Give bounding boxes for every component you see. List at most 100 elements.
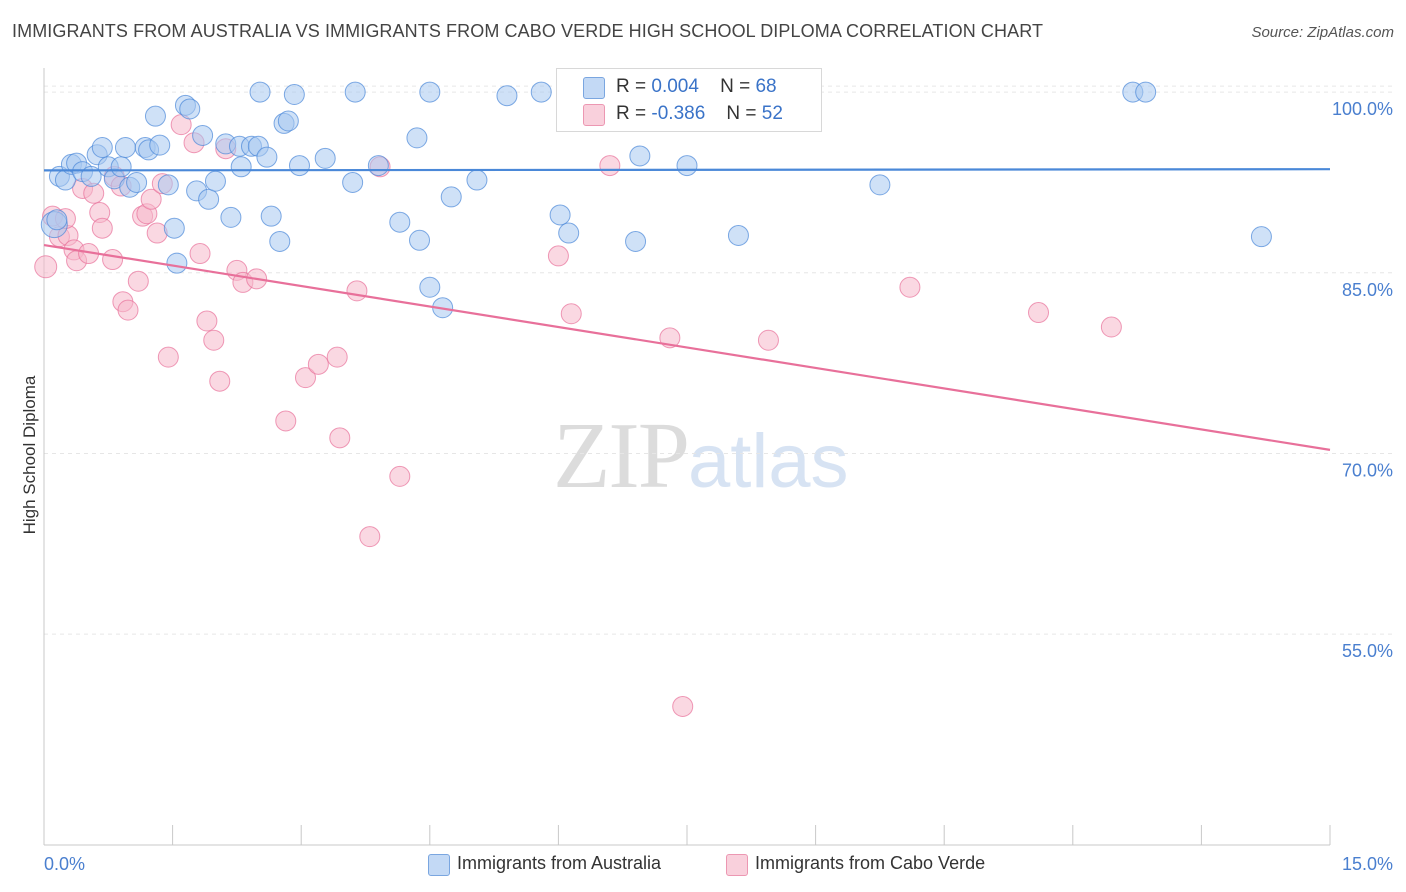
y-tick-labels: 55.0% 70.0% 85.0% 100.0% [1332,99,1393,661]
point-australia [1250,226,1272,248]
point-australia [269,230,291,252]
point-cabo-verde [203,329,225,351]
point-australia [249,81,271,103]
point-australia [288,155,310,177]
point-cabo-verde [672,695,694,717]
point-australia [367,155,389,177]
point-australia [114,137,136,159]
series-australia [40,81,1272,319]
point-australia [314,147,336,169]
point-cabo-verde [294,367,316,389]
point-cabo-verde [326,346,348,368]
axes [43,68,1330,846]
point-cabo-verde [196,310,218,332]
legend-swatch-cabo-verde [726,854,748,876]
stats-n-label: N = [720,76,751,97]
point-australia [676,155,698,177]
point-australia [727,224,749,246]
stats-n-value: 52 [761,103,783,124]
point-cabo-verde [389,465,411,487]
stats-swatch-cabo-verde [583,104,605,126]
point-australia [149,134,171,156]
point-australia [198,188,220,210]
point-australia [344,81,366,103]
point-australia [283,84,305,106]
point-australia [260,205,282,227]
series-cabo-verde [34,114,1122,717]
stats-n-value: 68 [755,76,777,97]
legend-swatch-australia [428,854,450,876]
point-australia [466,169,488,191]
point-cabo-verde [1028,302,1050,324]
point-cabo-verde [560,303,582,325]
point-australia [629,145,651,167]
point-australia [406,127,428,149]
point-cabo-verde [346,280,368,302]
point-australia [530,81,552,103]
point-australia [110,156,132,178]
legend-label-australia: Immigrants from Australia [457,853,662,873]
stats-r-label: R = [616,76,647,97]
stats-r-value: 0.004 [651,76,699,97]
point-cabo-verde [1100,316,1122,338]
y-tick-label: 55.0% [1342,641,1393,661]
point-australia [230,156,252,178]
point-cabo-verde [34,255,58,279]
x-tick-label-min: 0.0% [44,854,85,874]
point-cabo-verde [307,353,329,375]
point-australia [625,230,647,252]
point-australia [419,276,441,298]
point-australia [496,85,518,107]
trend-line-cabo-verde [43,243,1331,451]
point-australia [419,81,441,103]
point-australia [342,171,364,193]
point-cabo-verde [127,270,149,292]
point-australia [126,171,148,193]
point-australia [157,174,179,196]
point-australia [256,146,278,168]
y-tick-label: 100.0% [1332,99,1393,119]
point-australia [179,98,201,120]
watermark-zip: ZIP [553,404,690,508]
point-cabo-verde [599,155,621,177]
stats-r-value: -0.386 [651,103,706,124]
point-cabo-verde [275,410,297,432]
stats-swatch-australia [583,77,605,99]
point-cabo-verde [899,276,921,298]
point-australia [1135,81,1157,103]
point-cabo-verde [757,329,779,351]
point-australia [192,124,214,146]
x-tick-label-max: 15.0% [1342,854,1393,874]
point-australia [549,204,571,226]
point-australia [166,252,188,274]
chart-title: IMMIGRANTS FROM AUSTRALIA VS IMMIGRANTS … [12,21,1044,41]
point-australia [277,110,299,132]
stats-r-label: R = [616,103,647,124]
point-australia [144,105,166,127]
point-cabo-verde [117,299,139,321]
point-australia [869,174,891,196]
point-cabo-verde [209,370,231,392]
point-australia [204,170,226,192]
source-label: Source: ZipAtlas.com [1251,24,1394,41]
point-australia [163,217,185,239]
point-australia [558,222,580,244]
y-tick-label: 85.0% [1342,280,1393,300]
watermark-atlas: atlas [688,419,849,504]
y-tick-label: 70.0% [1342,460,1393,480]
trend-lines [43,168,1331,451]
watermark: ZIPatlas [553,402,849,510]
point-australia [409,229,431,251]
point-cabo-verde [189,243,211,265]
point-cabo-verde [102,249,124,271]
point-cabo-verde [329,427,351,449]
point-australia [220,206,242,228]
x-ticks [43,825,1331,845]
point-australia [389,211,411,233]
legend-label-cabo-verde: Immigrants from Cabo Verde [755,853,986,873]
stats-n-label: N = [726,103,757,124]
trend-line-australia [43,168,1331,172]
series-legend: Immigrants from Australia Immigrants fro… [0,852,1406,878]
point-cabo-verde [359,526,381,548]
